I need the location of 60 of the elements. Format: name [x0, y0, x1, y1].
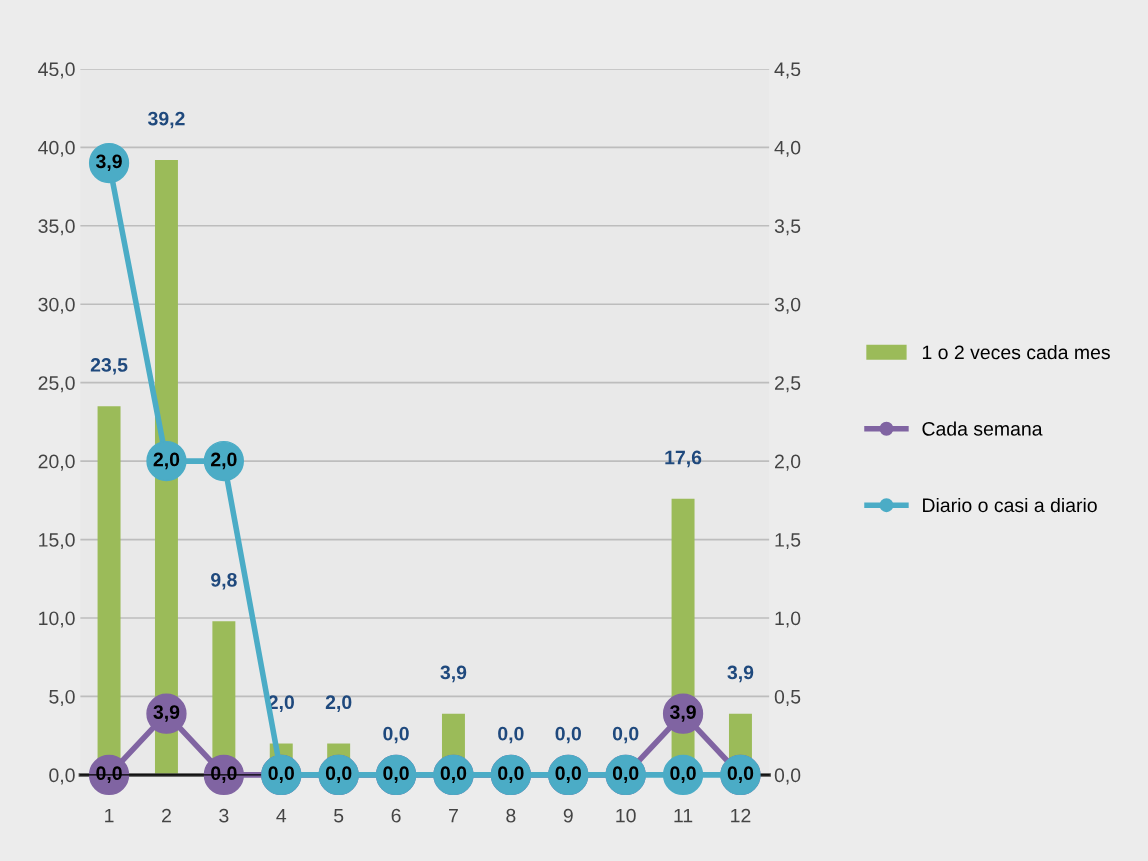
data-label: 17,6: [665, 450, 702, 468]
data-label: 0,0: [555, 766, 581, 783]
data-label: 2,0: [153, 452, 180, 470]
x-tick-label: 1: [105, 808, 114, 823]
y2-tick-label: 4,0: [774, 140, 801, 157]
data-label: 0,0: [268, 766, 294, 783]
x-tick-label: 2: [162, 808, 171, 823]
y2-tick-label: 4,5: [774, 62, 801, 79]
data-label: 0,0: [325, 766, 352, 783]
x-tick-label: 3: [219, 808, 229, 823]
y2-tick-label: 1,0: [775, 611, 801, 628]
legend-label: Diario o casi a diario: [923, 497, 1097, 513]
y-tick-label: 30,0: [38, 297, 75, 314]
y-tick-label: 0,0: [49, 768, 75, 785]
data-label: 0,0: [498, 726, 524, 744]
data-label: 0,0: [440, 766, 467, 783]
y2-tick-label: 3,0: [774, 297, 801, 314]
y2-tick-label: 3,5: [774, 219, 801, 236]
y2-tick-label: 0,0: [774, 768, 801, 785]
y2-tick-label: 2,0: [775, 454, 801, 471]
x-tick-label: 9: [563, 808, 573, 823]
data-label: 0,0: [612, 766, 639, 783]
data-label: 0,0: [727, 766, 754, 783]
x-tick-label: 10: [616, 808, 636, 823]
y2-tick-label: 0,5: [774, 689, 801, 706]
data-label: 0,0: [383, 726, 409, 744]
legend-label: 1 o 2 veces cada mes: [922, 344, 1110, 360]
data-label: 0,0: [555, 726, 581, 744]
y-tick-label: 40,0: [38, 140, 75, 157]
data-label: 0,0: [612, 726, 639, 744]
data-label: 0,0: [498, 766, 524, 783]
y-tick-label: 15,0: [39, 533, 75, 550]
x-tick-label: 5: [334, 808, 344, 823]
y-tick-label: 25,0: [38, 376, 75, 393]
y-tick-label: 20,0: [38, 454, 75, 471]
x-tick-label: 11: [674, 808, 693, 823]
y2-tick-label: 2,5: [775, 376, 801, 393]
data-label: 3,9: [727, 665, 754, 683]
x-tick-label: 12: [731, 808, 751, 823]
data-label: 0,0: [383, 766, 409, 783]
data-label: 23,5: [90, 358, 128, 375]
data-label: 2,0: [325, 695, 352, 712]
y2-tick-label: 1,5: [775, 533, 801, 550]
x-tick-label: 8: [506, 808, 516, 823]
x-tick-label: 6: [391, 808, 401, 823]
y-tick-label: 45,0: [38, 62, 75, 79]
x-tick-label: 7: [449, 808, 458, 823]
data-label: 2,0: [211, 452, 237, 470]
y-tick-label: 5,0: [49, 689, 75, 706]
x-tick-label: 4: [276, 808, 287, 823]
data-label: 0,0: [670, 766, 696, 783]
legend-label: Cada semana: [922, 421, 1043, 436]
y-tick-label: 35,0: [38, 219, 75, 236]
data-label: 3,9: [669, 705, 696, 722]
data-label: 39,2: [147, 111, 185, 129]
data-label: 3,9: [440, 665, 467, 683]
data-label: 3,9: [95, 154, 122, 172]
data-label: 9,8: [211, 572, 237, 590]
y-tick-label: 10,0: [39, 611, 75, 628]
data-label: 3,9: [153, 705, 180, 722]
